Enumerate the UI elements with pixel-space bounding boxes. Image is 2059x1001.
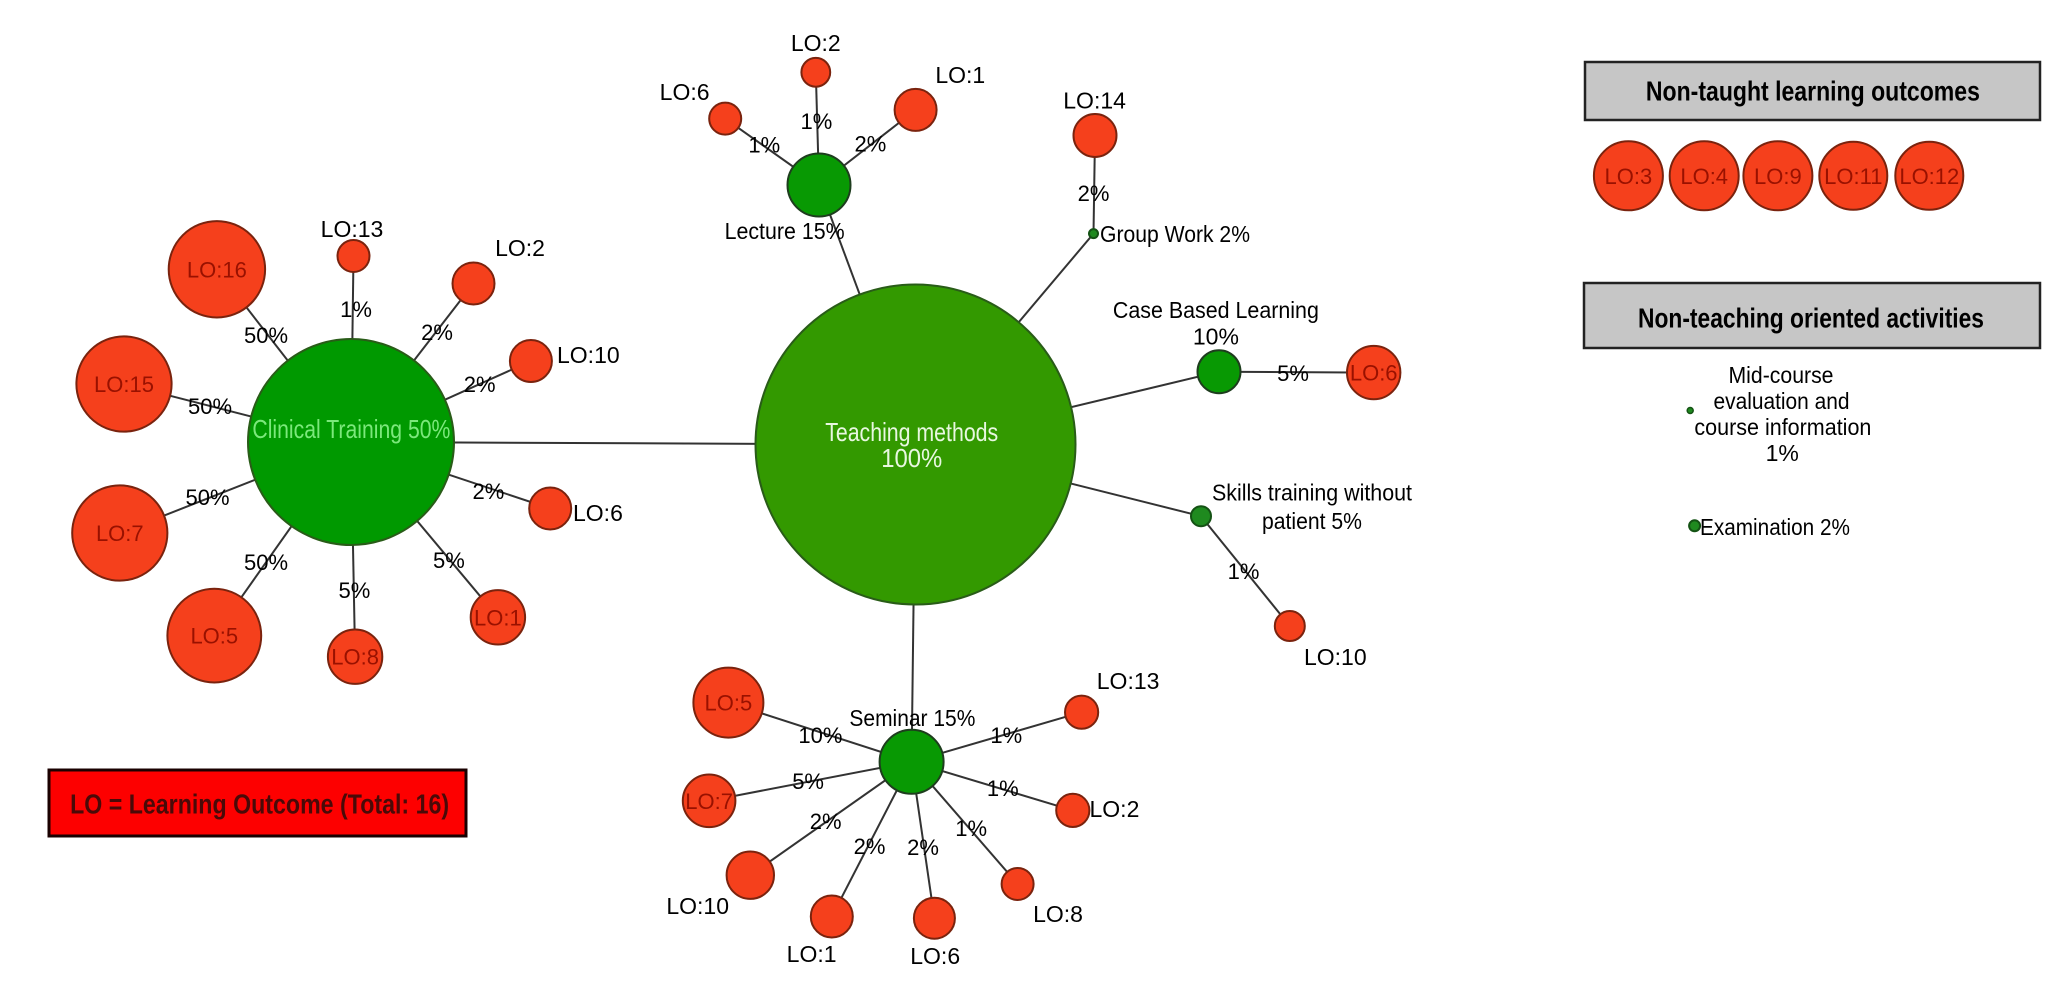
svg-text:LO:6: LO:6 [1350, 361, 1398, 386]
svg-text:1%: 1% [987, 776, 1019, 801]
svg-text:1%: 1% [955, 816, 987, 841]
svg-text:LO:3: LO:3 [1605, 164, 1653, 189]
svg-text:LO:1: LO:1 [935, 62, 985, 88]
svg-text:LO:9: LO:9 [1754, 164, 1802, 189]
svg-text:LO:4: LO:4 [1680, 164, 1728, 189]
svg-text:LO:11: LO:11 [1824, 164, 1882, 189]
svg-text:LO:2: LO:2 [791, 30, 841, 56]
svg-text:LO:12: LO:12 [1899, 164, 1959, 189]
svg-text:course information: course information [1694, 414, 1871, 440]
svg-text:2%: 2% [473, 479, 505, 504]
svg-text:100%: 100% [881, 443, 942, 473]
svg-text:LO:6: LO:6 [910, 943, 960, 969]
svg-text:5%: 5% [792, 769, 824, 794]
svg-text:LO:2: LO:2 [495, 235, 545, 261]
svg-text:Seminar 15%: Seminar 15% [849, 705, 975, 731]
svg-text:LO:10: LO:10 [666, 893, 729, 919]
svg-text:2%: 2% [464, 372, 496, 397]
svg-text:LO:2: LO:2 [1090, 796, 1140, 822]
svg-text:Skills training without: Skills training without [1212, 480, 1413, 506]
svg-text:LO:14: LO:14 [1063, 88, 1126, 114]
svg-text:Group Work 2%: Group Work 2% [1100, 221, 1250, 247]
svg-text:LO:10: LO:10 [557, 342, 620, 368]
svg-text:LO = Learning Outcome (Total:: LO = Learning Outcome (Total: 16) [70, 789, 449, 820]
svg-text:1%: 1% [1766, 440, 1799, 466]
svg-text:1%: 1% [748, 133, 780, 158]
svg-text:LO:1: LO:1 [474, 605, 522, 630]
svg-text:LO:13: LO:13 [1097, 668, 1160, 694]
svg-text:Non-taught learning outcomes: Non-taught learning outcomes [1646, 76, 1980, 107]
svg-text:10%: 10% [1193, 324, 1239, 350]
svg-text:LO:6: LO:6 [660, 79, 710, 105]
svg-text:2%: 2% [907, 835, 939, 860]
svg-text:2%: 2% [854, 834, 886, 859]
svg-text:LO:8: LO:8 [331, 645, 379, 670]
svg-text:LO:10: LO:10 [1304, 644, 1367, 670]
svg-text:evaluation and: evaluation and [1714, 388, 1850, 414]
svg-text:LO:16: LO:16 [187, 257, 247, 282]
svg-text:Lecture 15%: Lecture 15% [725, 218, 845, 244]
svg-text:LO:15: LO:15 [94, 372, 154, 397]
svg-text:LO:5: LO:5 [190, 624, 238, 649]
svg-text:5%: 5% [339, 578, 371, 603]
svg-text:Clinical Training 50%: Clinical Training 50% [252, 414, 450, 444]
svg-text:50%: 50% [244, 550, 288, 575]
svg-text:2%: 2% [1078, 181, 1110, 206]
svg-text:LO:7: LO:7 [685, 789, 733, 814]
svg-text:Non-teaching oriented activiti: Non-teaching oriented activities [1638, 303, 1984, 334]
svg-text:2%: 2% [810, 809, 842, 834]
svg-text:2%: 2% [421, 320, 453, 345]
svg-text:LO:1: LO:1 [787, 941, 837, 967]
svg-text:50%: 50% [244, 323, 288, 348]
svg-text:LO:8: LO:8 [1033, 901, 1083, 927]
svg-text:1%: 1% [1228, 559, 1260, 584]
svg-text:LO:6: LO:6 [573, 500, 623, 526]
svg-text:5%: 5% [1277, 361, 1309, 386]
svg-text:Case Based Learning: Case Based Learning [1113, 297, 1319, 323]
svg-text:LO:7: LO:7 [96, 521, 144, 546]
svg-text:50%: 50% [185, 485, 229, 510]
svg-text:Mid-course: Mid-course [1729, 362, 1834, 388]
svg-text:5%: 5% [433, 548, 465, 573]
svg-text:2%: 2% [855, 132, 887, 157]
svg-text:1%: 1% [801, 109, 833, 134]
svg-text:LO:5: LO:5 [705, 691, 753, 716]
svg-text:10%: 10% [798, 723, 842, 748]
svg-text:1%: 1% [990, 723, 1022, 748]
svg-text:50%: 50% [188, 394, 232, 419]
svg-text:LO:13: LO:13 [321, 216, 384, 242]
svg-text:Teaching methods: Teaching methods [825, 417, 998, 447]
svg-text:1%: 1% [340, 297, 372, 322]
svg-text:Examination 2%: Examination 2% [1700, 514, 1850, 540]
svg-text:patient 5%: patient 5% [1262, 508, 1362, 534]
